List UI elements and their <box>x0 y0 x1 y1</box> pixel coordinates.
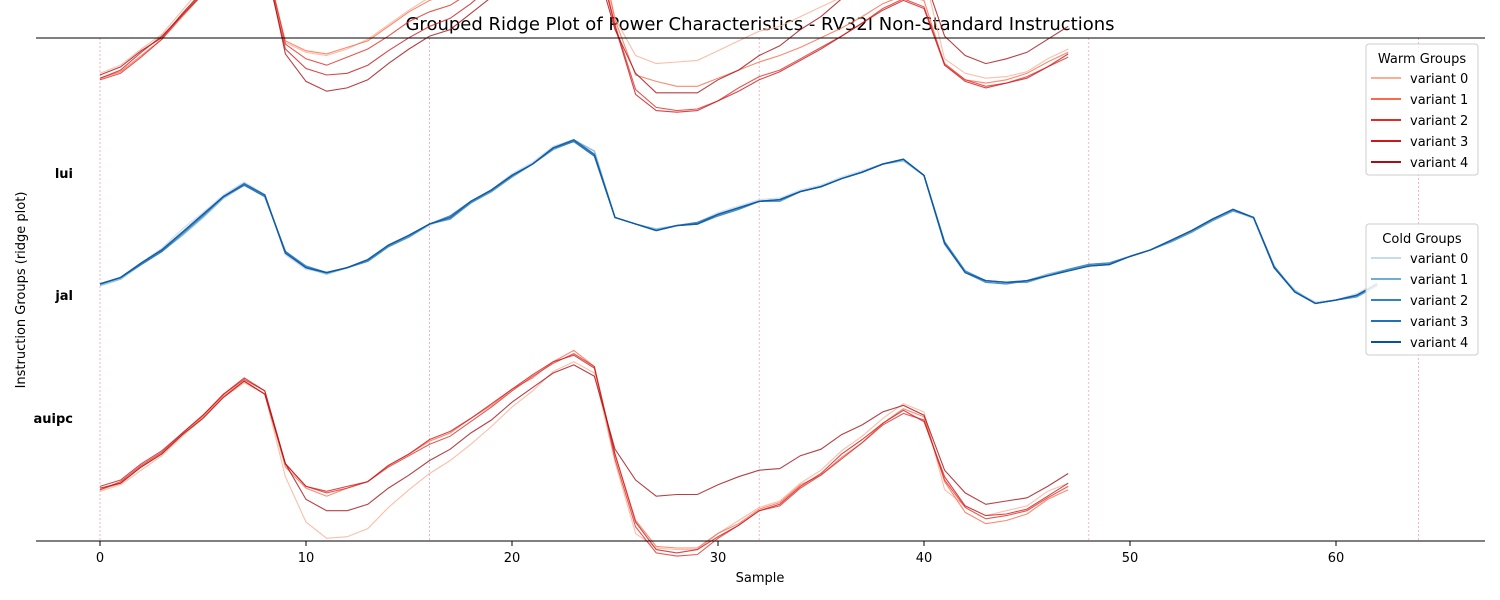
legend-entry-label: variant 2 <box>1410 294 1468 309</box>
x-tick-label: 60 <box>1328 551 1345 566</box>
x-ticks: 0 10 20 30 40 50 60 <box>96 541 1344 566</box>
series-line-jal-variant-2 <box>99 140 1378 305</box>
series-line-auipc-variant-0 <box>99 361 1069 551</box>
legend-entry-label: variant 4 <box>1410 336 1468 351</box>
legend-entry-label: variant 1 <box>1410 273 1468 288</box>
group-labels: lui jal auipc <box>34 167 74 427</box>
legend-entry-label: variant 2 <box>1410 114 1468 129</box>
legend-entry-label: variant 3 <box>1410 315 1468 330</box>
x-tick-label: 30 <box>710 551 727 566</box>
series-line-auipc-variant-3 <box>99 354 1069 554</box>
group-label-lui: lui <box>55 167 73 182</box>
legend-entry-label: variant 1 <box>1410 93 1468 108</box>
group-label-auipc: auipc <box>34 412 74 427</box>
legend-cold: Cold Groups variant 0 variant 1 variant 2 v… <box>1365 223 1479 356</box>
series-line-auipc-variant-4 <box>99 364 1069 512</box>
series-line-jal-variant-1 <box>99 139 1378 305</box>
x-tick-label: 50 <box>1122 551 1139 566</box>
legend-cold-title: Cold Groups <box>1382 232 1462 247</box>
sample-marker-lines <box>99 38 1419 541</box>
chart-title: Grouped Ridge Plot of Power Characterist… <box>405 14 1114 35</box>
legend-warm-title: Warm Groups <box>1378 52 1466 67</box>
x-tick-label: 0 <box>96 551 104 566</box>
legend-entry-label: variant 4 <box>1410 156 1468 171</box>
x-tick-label: 40 <box>916 551 933 566</box>
series-line-lui-variant-0 <box>99 0 1069 79</box>
series-line-jal-variant-3 <box>99 140 1378 305</box>
legend-entry-label: variant 0 <box>1410 72 1468 87</box>
x-axis-label: Sample <box>736 571 785 586</box>
series-line-jal-variant-0 <box>99 139 1378 303</box>
legend-entry-label: variant 3 <box>1410 135 1468 150</box>
series-line-jal-variant-4 <box>99 139 1378 305</box>
x-tick-label: 20 <box>504 551 521 566</box>
legend-warm: Warm Groups variant 0 variant 1 variant 2 v… <box>1365 43 1479 176</box>
series-line-lui-variant-3 <box>99 0 1069 113</box>
series-line-lui-variant-1 <box>99 0 1069 87</box>
y-axis-label: Instruction Groups (ridge plot) <box>14 192 29 389</box>
x-tick-label: 10 <box>298 551 315 566</box>
group-label-jal: jal <box>54 289 73 304</box>
legend-entry-label: variant 0 <box>1410 252 1468 267</box>
series-lines <box>99 0 1378 557</box>
series-line-lui-variant-2 <box>99 0 1069 112</box>
